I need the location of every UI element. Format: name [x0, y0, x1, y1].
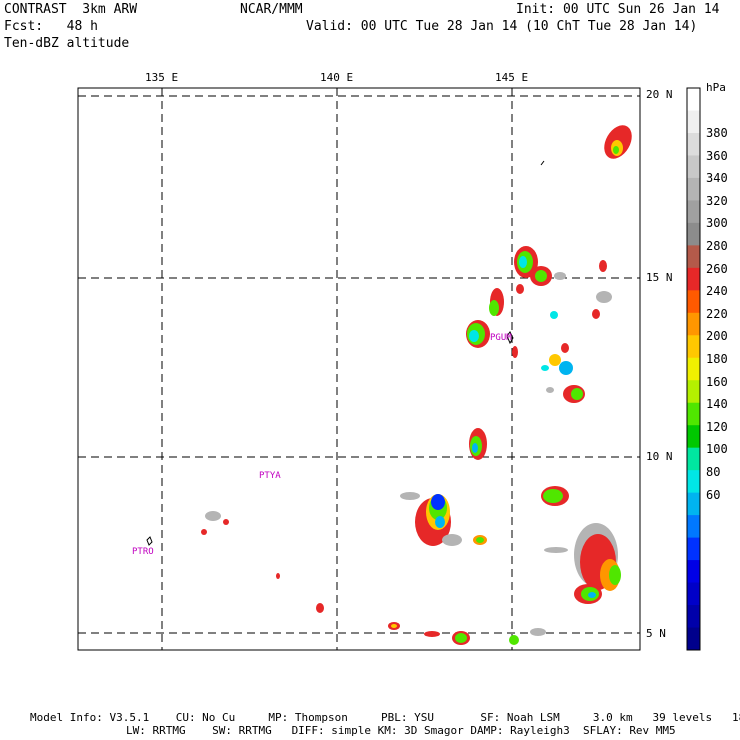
station-label-ptya: PTYA — [259, 471, 281, 481]
colorbar-swatch — [687, 447, 700, 471]
header-model-name: CONTRAST 3km ARW — [4, 2, 138, 17]
colorbar-tick-label: 380 — [706, 126, 728, 140]
station-label-ptro: PTRO — [132, 547, 154, 557]
lat-label-15: 15 N — [646, 271, 673, 284]
colorbar-swatch — [687, 155, 700, 179]
colorbar-swatch — [687, 627, 700, 651]
footer-model-info-1: Model Info: V3.5.1 CU: No Cu MP: Thompso… — [30, 711, 740, 724]
lon-label-145: 145 E — [495, 71, 529, 84]
lat-label-5: 5 N — [646, 627, 666, 640]
colorbar-tick-label: 200 — [706, 329, 728, 344]
station-label-pgum: PGUM — [490, 333, 512, 343]
colorbar-tick-label: 340 — [706, 171, 728, 186]
colorbar-tick-label: 140 — [706, 397, 728, 412]
colorbar-swatch — [687, 605, 700, 629]
lon-label-140: 140 E — [320, 71, 354, 84]
colorbar-unit: hPa — [706, 81, 726, 94]
colorbar-swatch — [687, 515, 700, 539]
lon-label-135: 135 E — [145, 71, 179, 84]
header-organization: NCAR/MMM — [240, 2, 303, 17]
colorbar-swatch — [687, 470, 700, 494]
colorbar-swatch — [687, 290, 700, 314]
colorbar-swatch — [687, 582, 700, 606]
colorbar-tick-label: 320 — [706, 193, 728, 208]
map-frame — [77, 87, 641, 651]
colorbar-swatch — [687, 132, 700, 156]
island-outline — [506, 331, 514, 345]
colorbar-swatch — [687, 425, 700, 449]
colorbar-tick-label: 80 — [706, 465, 721, 479]
graticule — [78, 88, 640, 650]
colorbar-swatch — [687, 560, 700, 584]
header-init-time: Init: 00 UTC Sun 26 Jan 14 — [516, 2, 720, 17]
footer-model-info-2: LW: RRTMG SW: RRTMG DIFF: simple KM: 3D … — [126, 724, 676, 737]
colorbar-swatch — [687, 537, 700, 561]
colorbar-swatch — [687, 245, 700, 269]
colorbar-tick-label: 180 — [706, 352, 728, 366]
colorbar-tick-label: 240 — [706, 284, 728, 299]
header-forecast-hour: Fcst: 48 h — [4, 19, 98, 34]
colorbar-swatch — [687, 267, 700, 291]
colorbar-swatch — [687, 357, 700, 381]
colorbar-swatch — [687, 335, 700, 359]
colorbar-swatch — [687, 492, 700, 516]
colorbar-swatch — [687, 222, 700, 246]
colorbar-swatch — [687, 312, 700, 336]
colorbar-tick-label: 280 — [706, 239, 728, 253]
colorbar-tick-label: 300 — [706, 216, 728, 231]
colorbar-tick-label: 160 — [706, 374, 728, 389]
colorbar-tick-label: 220 — [706, 306, 728, 321]
colorbar-swatch — [687, 110, 700, 134]
colorbar-tick-label: 360 — [706, 148, 728, 163]
colorbar-swatch — [687, 380, 700, 404]
colorbar-swatch — [687, 88, 700, 111]
colorbar-tick-label: 60 — [706, 487, 721, 502]
colorbar-swatch — [687, 402, 700, 426]
colorbar-tick-label: 260 — [706, 261, 728, 276]
echo-cells — [201, 125, 632, 645]
header-field-name: Ten-dBZ altitude — [4, 36, 130, 51]
island-outline — [146, 536, 153, 546]
colorbar — [687, 88, 700, 651]
lat-label-10: 10 N — [646, 450, 673, 463]
colorbar-swatch — [687, 200, 700, 224]
colorbar-swatch — [687, 177, 700, 201]
colorbar-tick-label: 100 — [706, 442, 728, 457]
colorbar-tick-label: 120 — [706, 419, 728, 434]
lat-label-20: 20 N — [646, 88, 673, 101]
header-valid-time: Valid: 00 UTC Tue 28 Jan 14 (10 ChT Tue … — [306, 19, 698, 34]
